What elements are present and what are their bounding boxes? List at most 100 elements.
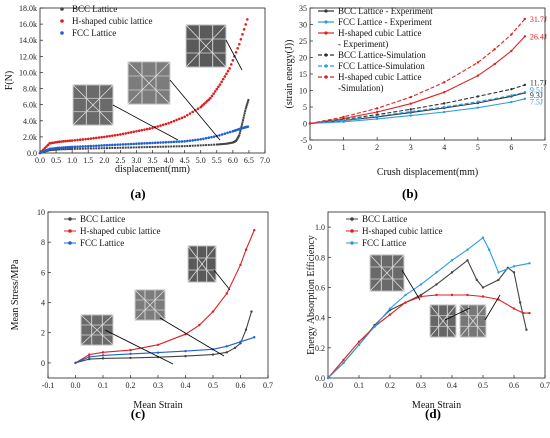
data-point: [119, 143, 122, 146]
x-tick-label: 0.3: [153, 381, 163, 390]
leader-line: [159, 317, 225, 357]
data-point: [140, 142, 144, 145]
data-point: [253, 336, 256, 339]
data-point: [244, 109, 247, 112]
x-tick-label: 2.0: [99, 156, 109, 165]
series-1: [74, 228, 256, 365]
legend-label: H-shaped cubic Lattice: [338, 72, 421, 82]
data-point: [148, 127, 152, 130]
data-point: [153, 141, 157, 145]
data-point: [124, 142, 128, 146]
data-point: [175, 118, 178, 122]
x-tick-label: 0.6: [509, 381, 519, 390]
x-tick-label: 0.3: [416, 381, 426, 390]
data-point: [62, 148, 65, 151]
data-point: [528, 262, 531, 265]
data-point: [88, 357, 91, 361]
data-point: [246, 102, 249, 105]
lattice-strut: [459, 304, 487, 338]
energy-annotation: 11.7J: [530, 79, 547, 88]
leader-line: [401, 269, 421, 301]
y-tick-label: 8.0k: [23, 85, 37, 94]
data-point: [76, 145, 79, 148]
legend-label: BCC Lattice: [362, 214, 407, 224]
data-point: [229, 141, 232, 144]
data-point: [205, 144, 208, 147]
data-point: [481, 286, 485, 289]
data-point: [493, 62, 496, 66]
series-2: [74, 336, 256, 365]
legend-label: H-shaped cubic lattice: [72, 16, 152, 26]
data-point: [97, 136, 101, 139]
energy-annotation: 9.5J: [530, 86, 543, 95]
data-point: [101, 351, 105, 354]
data-point: [226, 142, 229, 145]
data-point: [172, 145, 175, 148]
data-point: [177, 140, 181, 143]
data-point: [409, 95, 412, 99]
data-point: [178, 145, 181, 148]
data-point: [129, 131, 133, 134]
data-point: [148, 146, 151, 149]
data-point: [188, 139, 192, 142]
plot-frame: [327, 211, 546, 379]
data-point: [101, 357, 105, 360]
data-point: [167, 145, 170, 148]
data-point: [223, 132, 227, 135]
data-point: [512, 307, 516, 310]
data-point: [512, 271, 516, 274]
x-axis-label: Mean Strain: [412, 400, 461, 411]
data-point: [151, 145, 154, 148]
data-point: [207, 136, 211, 139]
data-point: [156, 351, 160, 354]
data-point: [357, 340, 361, 343]
data-point: [92, 144, 95, 148]
y-axis-label: Mean Stress/MPa: [10, 259, 21, 330]
data-point: [404, 301, 407, 304]
data-point: [137, 142, 141, 145]
y-tick-label: 0: [303, 120, 307, 129]
data-point: [156, 141, 160, 144]
data-point: [111, 143, 114, 147]
data-point: [409, 114, 412, 117]
data-point: [159, 145, 162, 148]
series-line: [309, 98, 526, 125]
legend-marker: [60, 19, 64, 23]
data-point: [60, 146, 63, 149]
data-point: [443, 81, 446, 84]
energy-annotation: 9.3J: [530, 91, 543, 100]
data-point: [525, 328, 528, 331]
y-tick-label: 0.4: [315, 314, 325, 323]
data-point: [64, 139, 68, 143]
data-point: [497, 271, 500, 274]
data-point: [60, 140, 63, 143]
series-line: [327, 294, 530, 379]
x-tick-label: 4: [442, 143, 446, 152]
legend-label: BCC Lattice: [72, 4, 117, 14]
data-point: [342, 119, 345, 122]
data-point: [246, 100, 249, 103]
legend-marker: [324, 53, 328, 57]
data-point: [100, 144, 103, 147]
data-point: [143, 142, 146, 145]
data-point: [218, 133, 221, 137]
data-point: [64, 148, 67, 151]
data-point: [388, 313, 392, 316]
data-point: [211, 310, 215, 313]
data-point: [225, 72, 228, 76]
data-point: [129, 352, 132, 356]
data-point: [488, 248, 491, 251]
x-tick-label: 0.7: [263, 381, 273, 390]
data-point: [73, 147, 76, 150]
series-2: [326, 236, 531, 380]
data-point: [528, 311, 531, 315]
series-line: [327, 259, 527, 379]
data-point: [66, 145, 70, 149]
x-tick-label: 0.2: [385, 381, 395, 390]
data-point: [443, 105, 446, 109]
data-point: [217, 85, 220, 89]
data-point: [121, 132, 125, 136]
data-point: [476, 106, 480, 109]
data-point: [225, 345, 228, 348]
chart-panel-a: 0.0 0.5 1.0 1.5 2.0 2.5 3.0 3.5 4.0 4.5 5.0 5.5 6.0 6…: [4, 4, 270, 201]
